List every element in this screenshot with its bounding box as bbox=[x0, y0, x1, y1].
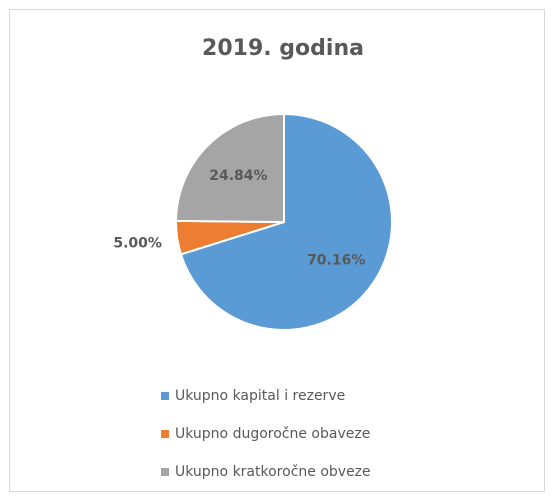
legend-label: Ukupno kratkoročne obveze bbox=[175, 464, 371, 480]
data-label: 70.16% bbox=[307, 252, 365, 268]
data-label: 5.00% bbox=[113, 236, 162, 252]
legend-swatch bbox=[161, 392, 169, 400]
legend-label: Ukupno kapital i rezerve bbox=[175, 388, 345, 404]
pie-slice bbox=[179, 112, 393, 331]
chart-title: 2019. godina bbox=[202, 36, 364, 61]
legend-label: Ukupno dugoročne obaveze bbox=[175, 426, 370, 442]
legend-swatch bbox=[161, 468, 169, 476]
legend-swatch bbox=[161, 430, 169, 438]
pie-slice bbox=[174, 112, 285, 224]
data-label: 24.84% bbox=[209, 168, 267, 184]
